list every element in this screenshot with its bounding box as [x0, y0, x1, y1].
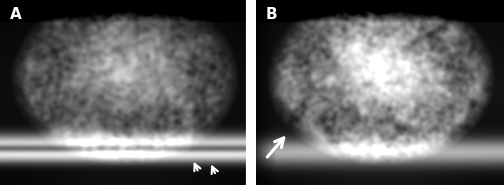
- Text: B: B: [266, 7, 277, 22]
- Text: A: A: [10, 7, 22, 22]
